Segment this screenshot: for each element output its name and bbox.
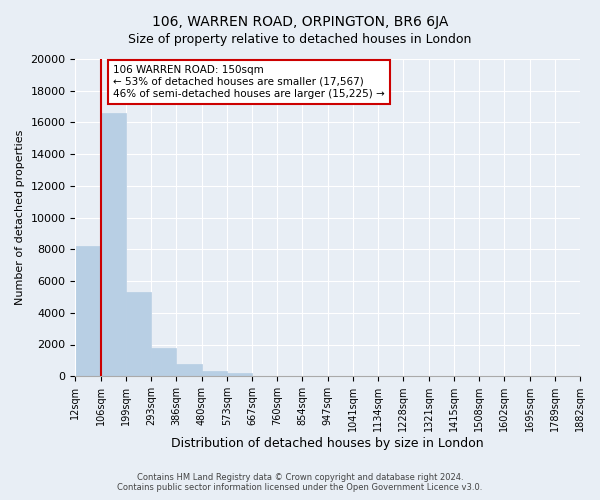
Bar: [176, 364, 202, 376]
Text: Contains HM Land Registry data © Crown copyright and database right 2024.
Contai: Contains HM Land Registry data © Crown c…: [118, 473, 482, 492]
Y-axis label: Number of detached properties: Number of detached properties: [15, 130, 25, 306]
Bar: [101, 113, 126, 376]
Text: Size of property relative to detached houses in London: Size of property relative to detached ho…: [128, 32, 472, 46]
Bar: [202, 372, 227, 376]
Bar: [151, 348, 176, 376]
X-axis label: Distribution of detached houses by size in London: Distribution of detached houses by size …: [172, 437, 484, 450]
Text: 106 WARREN ROAD: 150sqm
← 53% of detached houses are smaller (17,567)
46% of sem: 106 WARREN ROAD: 150sqm ← 53% of detache…: [113, 66, 385, 98]
Bar: [126, 292, 151, 376]
Bar: [76, 246, 101, 376]
Text: 106, WARREN ROAD, ORPINGTON, BR6 6JA: 106, WARREN ROAD, ORPINGTON, BR6 6JA: [152, 15, 448, 29]
Bar: [227, 373, 252, 376]
